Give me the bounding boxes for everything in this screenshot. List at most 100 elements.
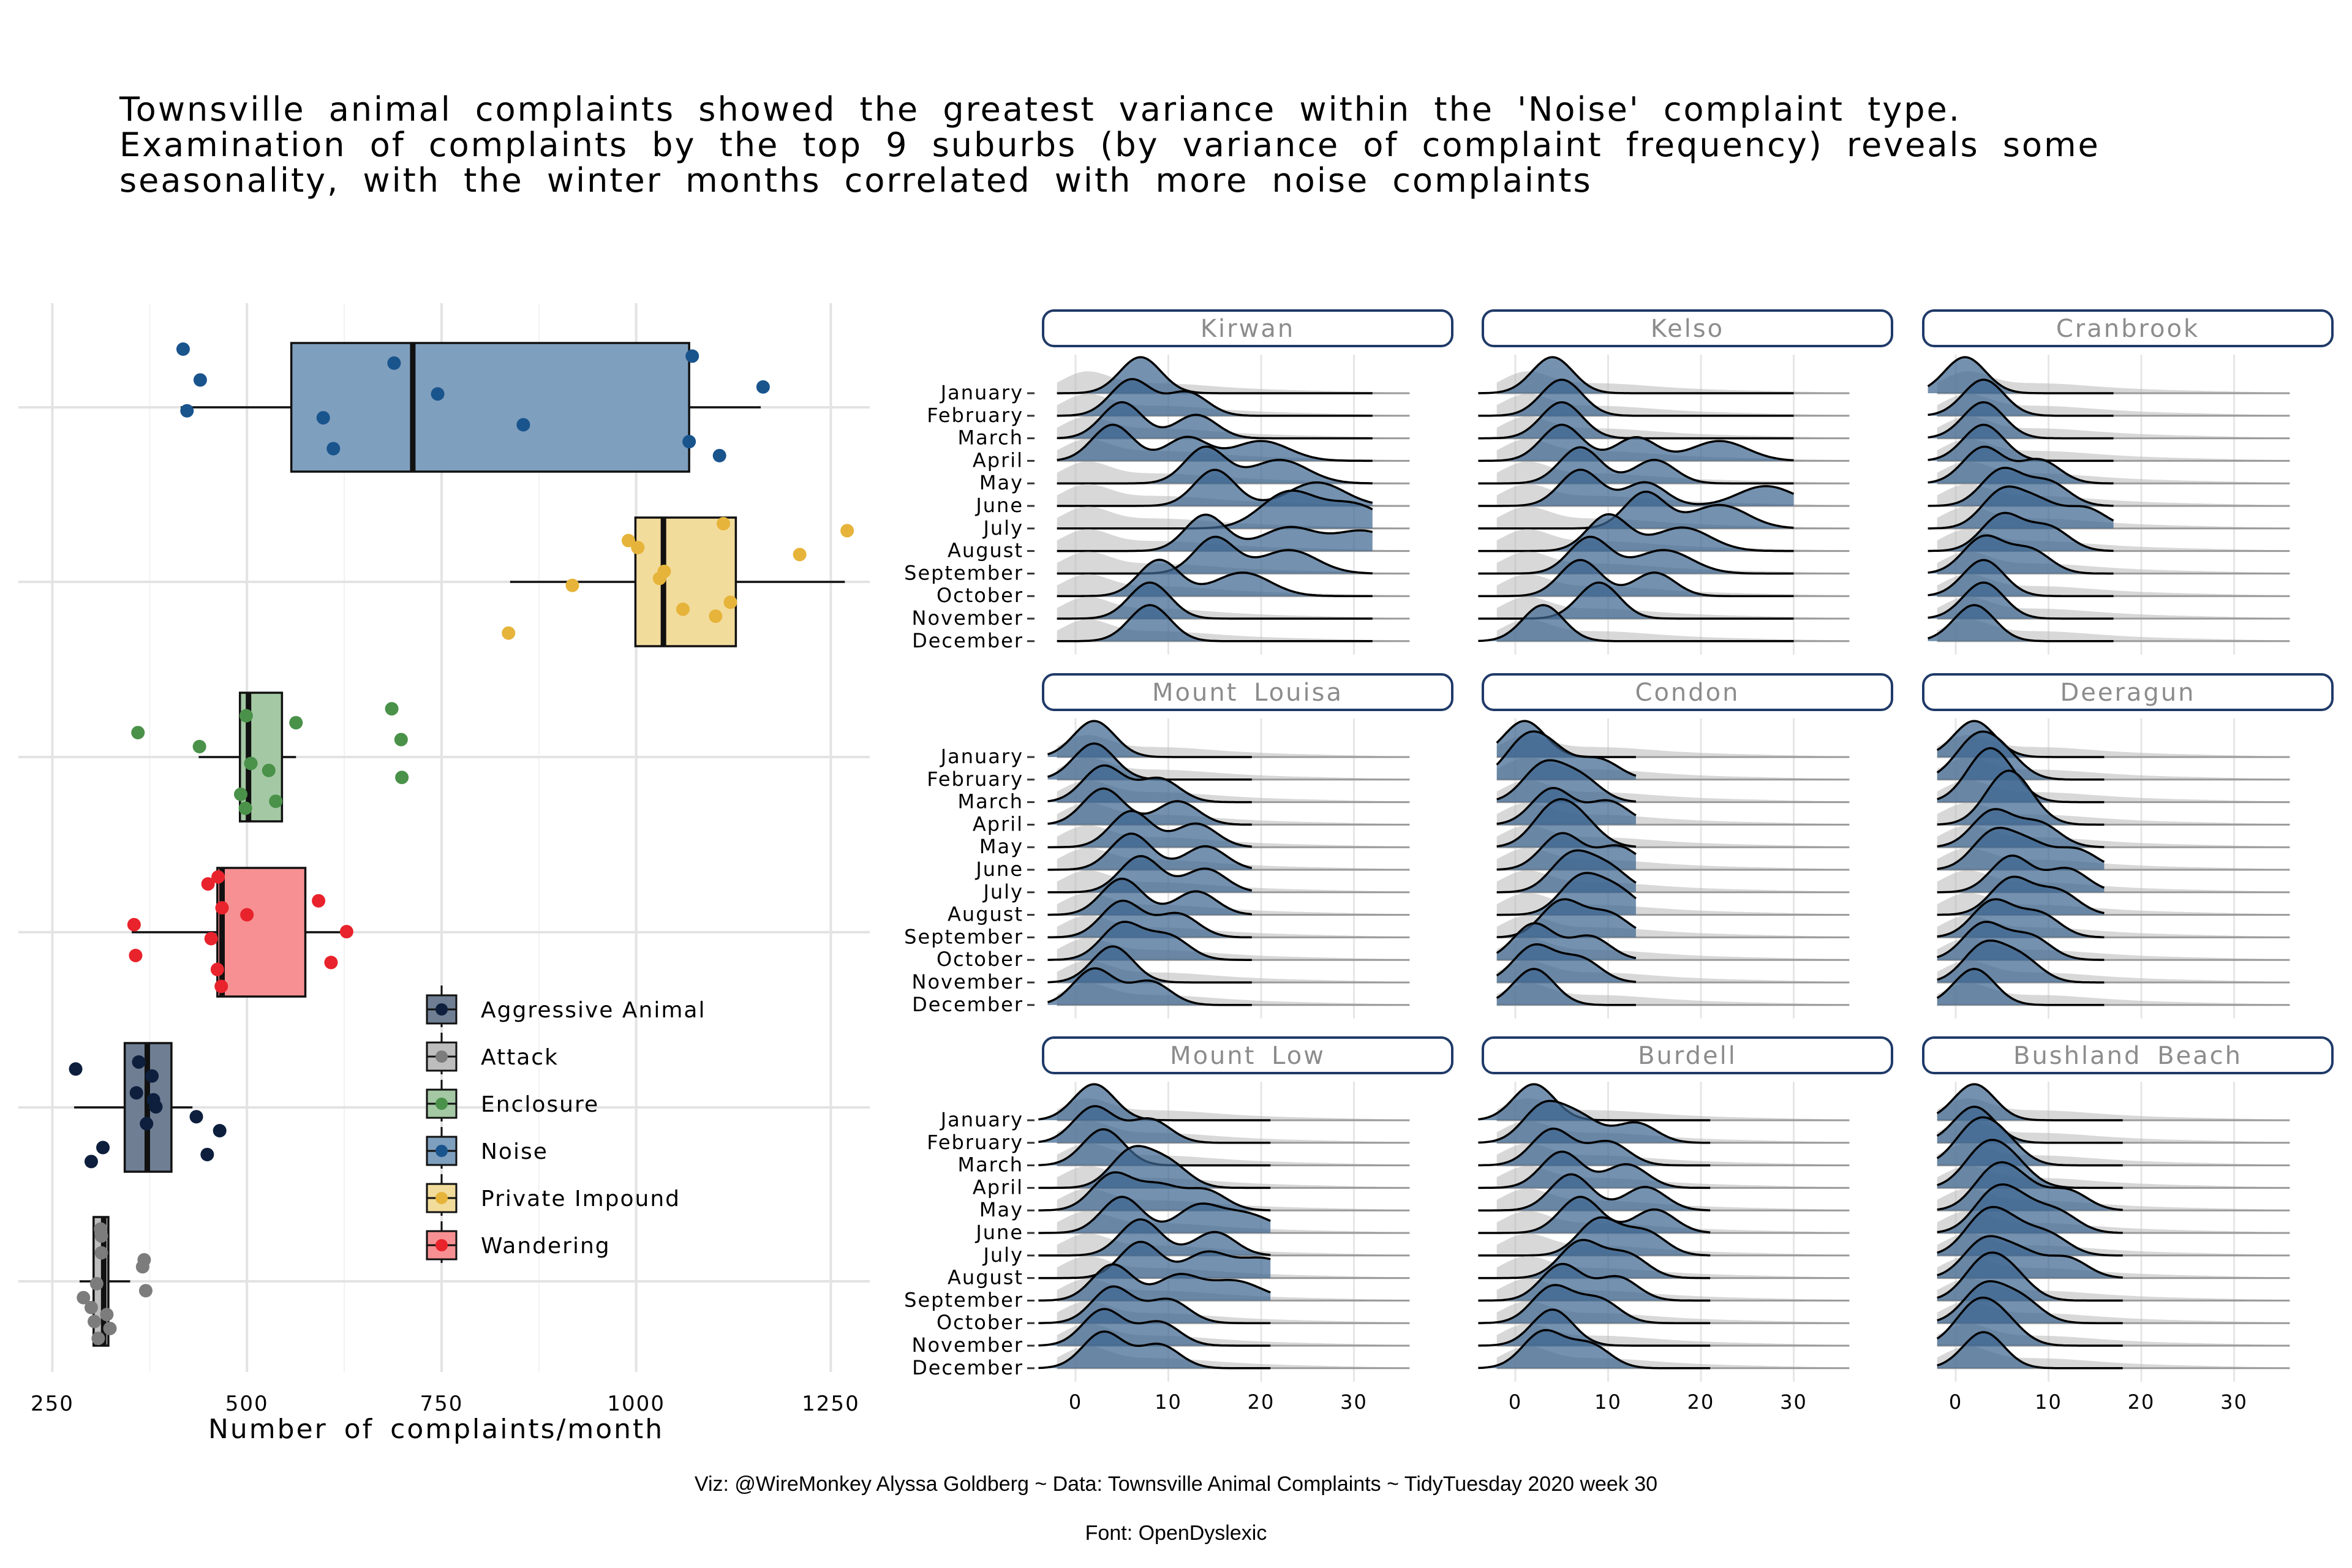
legend-item: Private Impound	[426, 1174, 679, 1216]
data-point	[129, 949, 143, 962]
ridge-fill	[1937, 827, 2105, 870]
data-point	[210, 962, 224, 976]
legend-point	[435, 1239, 448, 1251]
data-point	[140, 1117, 154, 1131]
month-label: December	[912, 629, 1023, 652]
box-series	[77, 1216, 153, 1347]
data-point	[135, 1260, 149, 1274]
data-point	[180, 404, 194, 418]
ridge-panel: Condon	[1482, 673, 1893, 1019]
legend-point	[435, 1050, 448, 1063]
ridge-fill	[1478, 1330, 1711, 1368]
panel-strip	[1482, 1036, 1893, 1074]
ridge-line	[1937, 769, 2105, 826]
ridge-line	[1057, 378, 1373, 417]
legend-label: Attack	[481, 1045, 559, 1070]
ridge-fill	[1478, 1174, 1711, 1211]
ridge-fill	[1478, 1152, 1711, 1188]
ridge-line	[1928, 559, 2114, 597]
data-point	[685, 349, 699, 363]
ridge-fill	[1057, 447, 1373, 484]
legend-point	[435, 1145, 448, 1157]
data-point	[204, 932, 218, 946]
ridge-fill	[1478, 1285, 1711, 1324]
ridge-line	[1928, 467, 2114, 507]
data-point	[244, 756, 258, 771]
ridge-line	[1937, 826, 2105, 870]
legend-item: Enclosure	[426, 1080, 599, 1121]
ridge-fill	[1038, 1264, 1271, 1301]
ridge-x-tick-label: 10	[1155, 1390, 1182, 1414]
ridge-line	[1047, 810, 1252, 848]
data-point	[289, 715, 303, 729]
ridge-line	[1057, 581, 1373, 620]
data-point	[502, 626, 516, 640]
data-point	[385, 702, 399, 716]
ridge-line	[1047, 877, 1252, 916]
ridge-fill	[1047, 788, 1252, 825]
ridge-x-tick-label: 20	[1687, 1390, 1715, 1414]
data-point	[262, 763, 276, 777]
data-point	[431, 387, 445, 401]
data-point	[326, 442, 341, 456]
x-tick-label: 1250	[802, 1392, 860, 1416]
ridge-line	[1057, 535, 1373, 575]
data-point	[200, 1147, 214, 1161]
ridge-line	[1478, 379, 1794, 417]
month-label: May	[979, 835, 1023, 858]
month-label: January	[940, 745, 1023, 768]
ridge-background	[1496, 507, 1850, 529]
ridge-line	[1038, 1285, 1271, 1324]
panel-strip	[1922, 309, 2334, 347]
month-label: June	[974, 1221, 1023, 1244]
data-point	[682, 435, 696, 449]
data-point	[709, 609, 723, 624]
ridge-line	[1038, 1263, 1271, 1302]
month-label: July	[982, 516, 1023, 540]
data-point	[149, 1100, 163, 1114]
data-point	[94, 1229, 108, 1243]
ridge-line	[1057, 401, 1373, 440]
data-point	[269, 794, 283, 809]
ridge-line	[1047, 967, 1252, 1006]
ridge-line	[1928, 401, 2114, 440]
ridge-line	[1478, 513, 1794, 552]
legend-label: Aggressive Animal	[481, 998, 706, 1023]
ridge-line	[1478, 1128, 1711, 1167]
data-point	[723, 595, 737, 609]
ridge-background	[1937, 371, 2290, 393]
ridge-fill	[1478, 560, 1794, 597]
legend-item: Noise	[426, 1127, 547, 1169]
ridge-line	[1937, 1251, 2123, 1302]
legend-label: Enclosure	[481, 1092, 599, 1117]
ridge-line	[1038, 1145, 1271, 1189]
data-point	[213, 1124, 227, 1137]
ridge-line	[1937, 1235, 2123, 1279]
ridge-line	[1057, 356, 1373, 394]
box-body	[634, 516, 737, 647]
ridge-fill	[1928, 605, 2114, 641]
ridge-line	[1478, 469, 1795, 507]
ridge-background	[1496, 983, 1850, 1005]
data-point	[211, 870, 225, 884]
month-label: November	[912, 1333, 1023, 1357]
ridge-line	[1496, 968, 1636, 1006]
month-label: July	[982, 1243, 1023, 1267]
ridge-fill	[1478, 605, 1794, 641]
ridge-line	[1936, 968, 2105, 1006]
data-point	[840, 524, 854, 538]
month-label: October	[937, 584, 1023, 607]
ridge-fill	[1038, 1146, 1271, 1188]
data-point	[89, 1276, 104, 1291]
ridge-line	[1047, 899, 1252, 939]
legend-item: Aggressive Animal	[426, 986, 706, 1027]
ridge-line	[1937, 875, 2105, 916]
caption-credit: Viz: @WireMonkey Alyssa Goldberg ~ Data:…	[694, 1472, 1658, 1496]
ridge-line	[1928, 604, 2114, 643]
ridge-line	[1937, 1139, 2123, 1189]
data-point	[193, 373, 207, 387]
month-label: September	[904, 561, 1023, 584]
month-label: June	[974, 494, 1023, 517]
ridge-line	[1038, 1105, 1271, 1144]
ridge-fill	[1038, 1332, 1271, 1368]
